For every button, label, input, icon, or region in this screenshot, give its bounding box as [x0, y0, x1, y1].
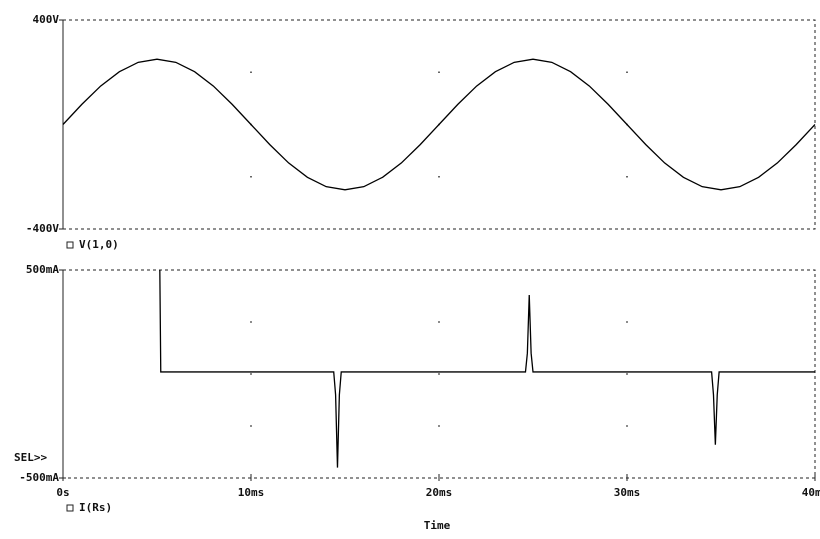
- grid-dot: [438, 321, 440, 323]
- grid-dot: [438, 72, 440, 74]
- grid-dot: [626, 373, 628, 375]
- y-tick-label: 500mA: [26, 263, 59, 276]
- grid-dot: [626, 72, 628, 74]
- x-tick-label: 10ms: [238, 486, 265, 499]
- x-tick-label: 20ms: [426, 486, 453, 499]
- grid-dot: [438, 425, 440, 427]
- legend-label: V(1,0): [79, 238, 119, 251]
- grid-dot: [438, 373, 440, 375]
- legend-marker: [67, 242, 73, 248]
- y-tick-label: -400V: [26, 222, 59, 235]
- grid-dot: [626, 425, 628, 427]
- y-tick-label: 400V: [33, 13, 60, 26]
- x-tick-label: 40ms: [802, 486, 820, 499]
- grid-dot: [438, 176, 440, 178]
- grid-dot: [250, 373, 252, 375]
- y-tick-label: -500mA: [19, 471, 59, 484]
- chart: Time SEL>> -400V 400V V(1,0) -500mA 500mA 0s 1…: [0, 0, 820, 535]
- grid-dot: [250, 425, 252, 427]
- series-line: [160, 270, 815, 468]
- series-line: [63, 59, 815, 190]
- legend-label: I(Rs): [79, 501, 112, 514]
- grid-dot: [250, 176, 252, 178]
- grid-dot: [250, 321, 252, 323]
- grid-dot: [250, 72, 252, 74]
- sel-marker: SEL>>: [14, 451, 47, 464]
- x-tick-label: 30ms: [614, 486, 641, 499]
- grid-dot: [626, 176, 628, 178]
- grid-dot: [626, 321, 628, 323]
- x-axis-title: Time: [424, 519, 451, 532]
- legend-marker: [67, 505, 73, 511]
- x-tick-label: 0s: [56, 486, 69, 499]
